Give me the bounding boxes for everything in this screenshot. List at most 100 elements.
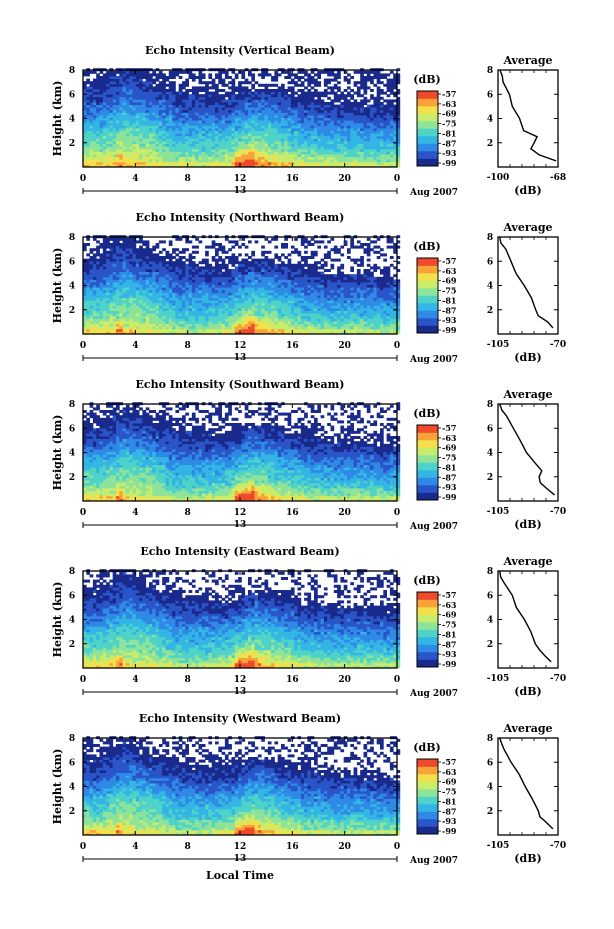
heatmap-cell [112,287,117,291]
heatmap-cell [135,164,140,168]
heatmap-cell [261,135,265,139]
heatmap-cell [386,102,391,105]
heatmap-cell [294,156,298,160]
heatmap-cell [162,240,166,244]
heatmap-cell [271,143,275,147]
heatmap-cell [383,115,387,118]
heatmap-cell [337,96,341,100]
heatmap-cell [129,248,133,252]
heatmap-cell [396,91,401,95]
heatmap-cell [251,120,255,124]
heatmap-cell [281,151,285,155]
heatmap-cell [106,161,110,165]
heatmap-cell [238,117,242,121]
heatmap-cell [215,99,219,103]
heatmap-cell [304,133,308,137]
heatmap-cell [376,138,381,142]
heatmap-cell [267,83,272,87]
heatmap-cell [254,133,259,137]
heatmap-cell [287,122,292,126]
heatmap-cell [119,81,123,85]
heatmap-cell [188,271,193,275]
heatmap-cell [135,276,140,280]
heatmap-cell [337,109,341,113]
heatmap-cell [224,130,229,134]
heatmap-cell [215,156,219,160]
heatmap-cell [99,258,104,262]
heatmap-cell [284,154,288,157]
heatmap-cell [83,133,87,137]
heatmap-cell [139,86,143,90]
heatmap-cell [281,148,285,152]
heatmap-cell [373,146,378,150]
heatmap-cell [149,99,153,103]
heatmap-cell [152,269,156,272]
heatmap-cell [182,318,186,322]
heatmap-cell [168,146,173,150]
heatmap-cell [241,138,246,142]
heatmap-cell [360,99,364,103]
heatmap-cell [122,73,127,77]
heatmap-cell [178,141,183,144]
heatmap-cell [330,99,335,103]
heatmap-cell [145,115,150,118]
heatmap-cell [290,115,295,118]
heatmap-cell [142,99,147,103]
heatmap-cell [172,141,176,144]
heatmap-cell [89,323,94,327]
heatmap-cell [284,130,288,134]
x-tick-label: 8 [185,174,191,184]
heatmap-cell [366,109,371,113]
heatmap-cell [172,143,176,147]
heatmap-cell [106,78,110,82]
heatmap-cell [89,266,94,270]
heatmap-cell [373,115,378,118]
heatmap-cell [142,130,147,134]
heatmap-cell [132,135,137,139]
heatmap-cell [102,256,107,259]
heatmap-cell [257,109,262,113]
heatmap-cell [182,128,186,131]
heatmap-cell [106,159,110,163]
heatmap-cell [248,133,252,137]
heatmap-cell [99,99,104,103]
heatmap-cell [92,81,97,85]
heatmap-cell [337,156,341,160]
heatmap-cell [172,125,176,129]
heatmap-cell [149,130,153,134]
heatmap-cell [248,164,252,168]
heatmap-cell [380,125,384,129]
heatmap-cell [158,76,163,79]
heatmap-cell [231,130,236,134]
heatmap-cell [231,263,236,267]
heatmap-cell [238,96,242,100]
heatmap-cell [215,323,219,327]
heatmap-cell [281,161,285,165]
heatmap-cell [158,261,163,265]
heatmap-cell [152,70,156,74]
heatmap-cell [125,122,130,126]
heatmap-cell [96,125,100,129]
heatmap-cell [208,297,213,301]
heatmap-cell [238,122,242,126]
heatmap-cell [158,287,163,291]
heatmap-cell [281,115,285,118]
heatmap-cell [92,135,97,139]
heatmap-cell [92,133,97,137]
heatmap-cell [304,109,308,113]
heatmap-cell [129,161,133,165]
heatmap-cell [99,70,104,74]
heatmap-cell [333,99,338,103]
heatmap-cell [158,295,163,298]
heatmap-cell [254,102,259,105]
heatmap-cell [165,261,170,265]
heatmap-cell [386,148,391,152]
heatmap-cell [257,91,262,95]
heatmap-cell [347,104,351,108]
heatmap-cell [132,326,137,330]
heatmap-cell [83,261,87,265]
heatmap-cell [261,130,265,134]
heatmap-cell [99,96,104,100]
heatmap-cell [254,154,259,157]
heatmap-cell [132,318,137,322]
